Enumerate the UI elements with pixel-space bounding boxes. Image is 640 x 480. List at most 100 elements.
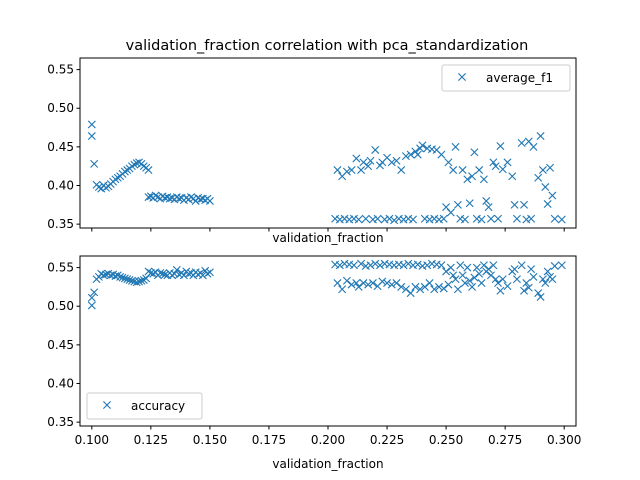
data-point [510,200,519,209]
y-tick-label: 0.45 [47,338,74,352]
data-point [435,282,443,291]
data-point [120,274,129,283]
data-point [468,282,477,291]
data-point [364,162,373,171]
data-point [144,166,153,175]
accuracy-series [87,259,566,310]
data-point [557,261,566,270]
data-point [378,277,387,286]
data-point [437,150,446,159]
data-point [465,276,474,285]
data-point [187,193,195,202]
data-point [90,159,99,168]
data-point [449,271,458,280]
data-point [529,142,538,151]
data-point [94,183,103,192]
data-point [113,173,122,182]
data-point [87,132,96,141]
data-point [430,285,439,294]
data-point [510,265,519,274]
data-point [496,286,505,295]
data-point [354,215,363,224]
data-point [118,273,127,282]
data-point [342,167,351,176]
data-point [543,267,552,276]
data-point [390,216,399,225]
data-point [529,272,538,281]
data-point [458,166,467,175]
data-point [139,275,148,284]
data-point [90,288,99,297]
data-point [418,141,427,150]
data-point [205,196,214,205]
data-point [538,166,547,175]
data-point [446,208,455,217]
data-point [347,166,356,175]
top-legend-box [441,64,571,92]
top-x-ticks [91,228,565,232]
data-point [113,271,122,280]
data-point [361,214,370,223]
data-point [139,162,148,171]
data-point [409,215,418,224]
data-point [557,215,566,224]
data-point [101,183,110,192]
data-point [451,142,460,151]
data-point [491,275,500,284]
data-point [482,196,491,205]
data-point [465,199,474,208]
data-point [383,279,392,288]
data-point [494,279,503,288]
top-axes: 0.35 0.40 0.45 0.50 0.55 validation_fraction… [47,57,577,245]
data-point [475,269,484,278]
y-tick-label: 0.40 [47,377,74,391]
data-point [491,162,500,171]
average-f1-series [87,120,566,225]
data-point [416,285,425,294]
data-point [404,259,413,268]
data-point [439,284,448,293]
y-tick-label: 0.55 [47,261,74,275]
data-point [470,148,479,157]
data-point [366,156,375,165]
data-point [338,285,347,294]
data-point [546,163,555,172]
data-point [548,191,557,200]
data-point [536,292,545,301]
data-point [439,214,448,223]
data-point [453,285,462,294]
data-point [498,275,507,284]
data-point [451,275,460,284]
data-point [401,285,410,294]
data-point [161,270,170,279]
data-point [111,175,120,184]
data-point [456,261,465,270]
data-point [512,275,521,284]
data-point [442,267,451,276]
data-point [517,139,526,147]
bottom-x-axis-label: validation_fraction [272,457,383,471]
bottom-legend-box [86,392,203,420]
average-f1-legend-marker [458,73,466,81]
data-point [387,280,396,289]
y-tick-label: 0.50 [47,101,74,115]
data-point [375,261,384,270]
data-point [463,263,472,272]
data-point [352,154,361,163]
top-legend: average_f1 [441,64,571,92]
y-tick-label: 0.40 [47,179,74,193]
data-point [205,268,214,277]
data-point [364,280,373,289]
data-point [156,269,165,277]
data-point [496,142,505,151]
data-point [366,261,375,270]
data-point [475,166,484,175]
data-point [503,158,512,167]
chart-title: validation_fraction correlation with pca… [126,38,529,54]
data-point [520,200,529,209]
data-point [116,272,125,281]
data-point [527,265,536,274]
data-point [87,120,96,129]
data-point [397,166,406,175]
